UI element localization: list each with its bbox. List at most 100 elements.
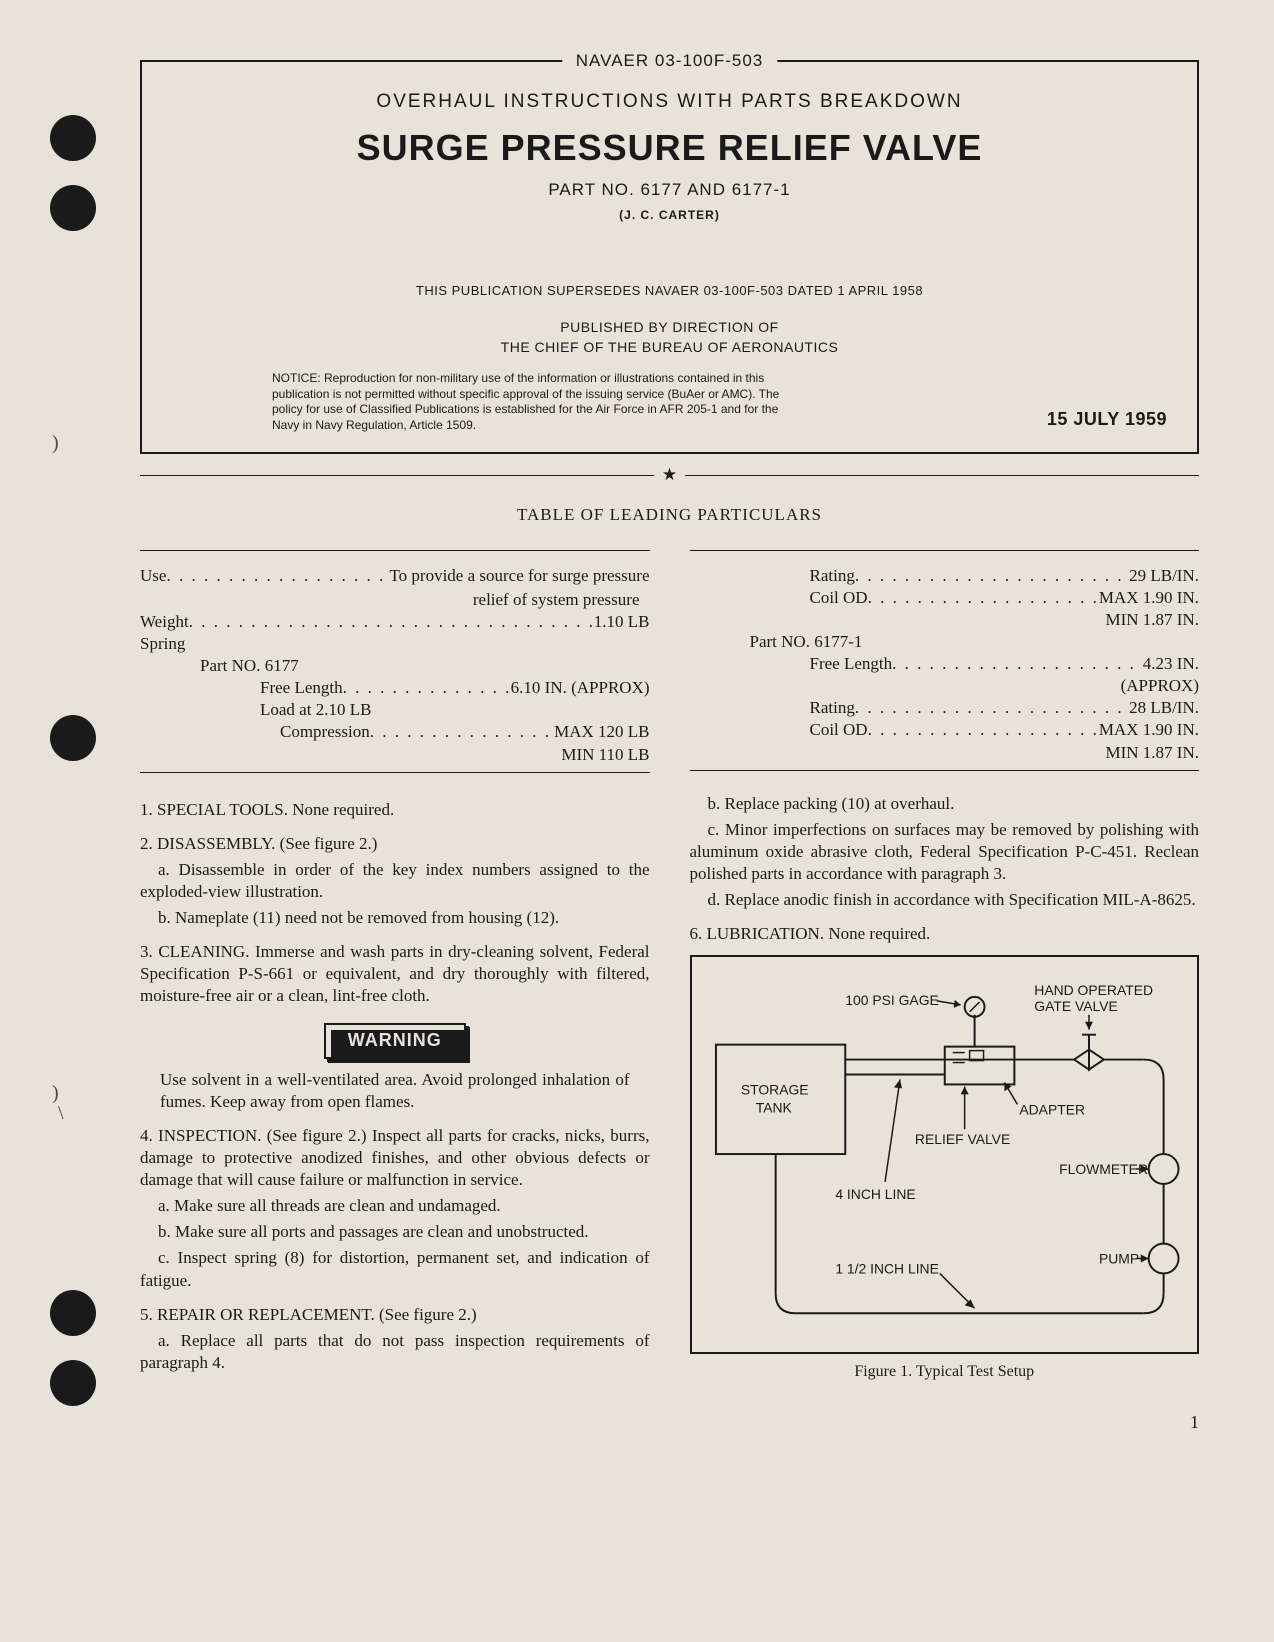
part-6177-label: Part NO. 6177 — [140, 655, 650, 677]
warning-label: WARNING — [324, 1023, 466, 1058]
col-rule — [140, 772, 650, 773]
particulars-table: Use To provide a source for surge pressu… — [140, 544, 1199, 787]
fig-storage-tank-label: STORAGE — [740, 1082, 808, 1098]
leader-dots — [855, 697, 1129, 719]
section-5: 5. REPAIR OR REPLACEMENT. (See figure 2.… — [140, 1304, 650, 1326]
particulars-heading: TABLE OF LEADING PARTICULARS — [140, 504, 1199, 526]
section-5c: c. Minor imperfections on surfaces may b… — [690, 819, 1200, 885]
fig-storage-tank-label2: TANK — [755, 1100, 792, 1116]
weight-value: 1.10 LB — [594, 611, 650, 633]
compression-min: MIN 110 LB — [140, 744, 650, 766]
free-length2-approx: (APPROX) — [690, 675, 1200, 697]
leader-dots — [370, 721, 554, 743]
section-4c: c. Inspect spring (8) for distortion, pe… — [140, 1247, 650, 1291]
fig-relief-valve-label: RELIEF VALVE — [914, 1131, 1009, 1147]
fig-gate-valve-label1: HAND OPERATED — [1034, 982, 1153, 998]
binder-hole — [50, 1290, 96, 1336]
fig-1.5inch-label: 1 1/2 INCH LINE — [835, 1261, 939, 1277]
coil-od-max: MAX 1.90 IN. — [1099, 587, 1199, 609]
publication-date: 15 JULY 1959 — [1047, 408, 1167, 433]
col-rule — [690, 770, 1200, 771]
coil-od-label: Coil OD — [810, 587, 868, 609]
star-divider: ★ — [140, 464, 1199, 486]
section-6: 6. LUBRICATION. None required. — [690, 923, 1200, 945]
use-value-2: relief of system pressure — [140, 589, 650, 611]
leader-dots — [892, 653, 1143, 675]
warning-text: Use solvent in a well-ventilated area. A… — [140, 1069, 650, 1113]
coil2-od-max: MAX 1.90 IN. — [1099, 719, 1199, 741]
fig-gate-valve-label2: GATE VALVE — [1034, 998, 1117, 1014]
fig-adapter-label: ADAPTER — [1019, 1101, 1085, 1117]
free-length-label: Free Length — [260, 677, 343, 699]
section-2: 2. DISASSEMBLY. (See figure 2.) — [140, 833, 650, 855]
binder-hole — [50, 1360, 96, 1406]
supersedes-note: THIS PUBLICATION SUPERSEDES NAVAER 03-10… — [172, 283, 1167, 300]
rating-value: 29 LB/IN. — [1129, 565, 1199, 587]
coil2-od-min: MIN 1.87 IN. — [690, 742, 1200, 764]
page-number: 1 — [140, 1411, 1199, 1434]
title-box: NAVAER 03-100F-503 OVERHAUL INSTRUCTIONS… — [140, 60, 1199, 454]
binder-hole — [50, 185, 96, 231]
binder-hole — [50, 715, 96, 761]
use-label: Use — [140, 565, 166, 587]
leader-dots — [343, 677, 511, 699]
section-1: 1. SPECIAL TOOLS. None required. — [140, 799, 650, 821]
leader-dots — [166, 565, 389, 587]
figure-1-caption: Figure 1. Typical Test Setup — [690, 1362, 1200, 1383]
subtitle: OVERHAUL INSTRUCTIONS WITH PARTS BREAKDO… — [172, 90, 1167, 115]
author: (J. C. CARTER) — [172, 208, 1167, 224]
free-length-value: 6.10 IN. (APPROX) — [511, 677, 650, 699]
rating-label: Rating — [810, 565, 855, 587]
published-by: PUBLISHED BY DIRECTION OF THE CHIEF OF T… — [172, 318, 1167, 357]
published-by-line1: PUBLISHED BY DIRECTION OF — [560, 319, 778, 335]
section-4a: a. Make sure all threads are clean and u… — [140, 1195, 650, 1217]
coil2-od-label: Coil OD — [810, 719, 868, 741]
fig-flowmeter-label: FLOWMETER — [1059, 1161, 1148, 1177]
fig-gage-label: 100 PSI GAGE — [845, 992, 939, 1008]
part-number: PART NO. 6177 AND 6177-1 — [172, 179, 1167, 201]
weight-label: Weight — [140, 611, 189, 633]
use-value: To provide a source for surge pressure — [389, 565, 649, 587]
body-left-col: 1. SPECIAL TOOLS. None required. 2. DISA… — [140, 787, 650, 1383]
body-right-col: b. Replace packing (10) at overhaul. c. … — [690, 787, 1200, 1383]
section-2b: b. Nameplate (11) need not be removed fr… — [140, 907, 650, 929]
particulars-right-col: Rating 29 LB/IN. Coil OD MAX 1.90 IN. MI… — [690, 544, 1200, 787]
compression-label: Compression — [280, 721, 370, 743]
page-mark: \ — [58, 1100, 64, 1126]
load-label: Load at 2.10 LB — [140, 699, 650, 721]
rating2-value: 28 LB/IN. — [1129, 697, 1199, 719]
rating2-label: Rating — [810, 697, 855, 719]
col-rule — [690, 550, 1200, 551]
fig-4inch-label: 4 INCH LINE — [835, 1186, 915, 1202]
free-length2-label: Free Length — [810, 653, 893, 675]
document-number: NAVAER 03-100F-503 — [562, 50, 777, 72]
leader-dots — [868, 719, 1099, 741]
compression-max: MAX 120 LB — [554, 721, 649, 743]
section-5a: a. Replace all parts that do not pass in… — [140, 1330, 650, 1374]
notice-text: NOTICE: Reproduction for non-military us… — [272, 371, 792, 433]
section-4b: b. Make sure all ports and passages are … — [140, 1221, 650, 1243]
main-title: SURGE PRESSURE RELIEF VALVE — [172, 125, 1167, 172]
spring-label: Spring — [140, 633, 650, 655]
section-3: 3. CLEANING. Immerse and wash parts in d… — [140, 941, 650, 1007]
section-2a: a. Disassemble in order of the key index… — [140, 859, 650, 903]
binder-hole — [50, 115, 96, 161]
particulars-left-col: Use To provide a source for surge pressu… — [140, 544, 650, 787]
body-columns: 1. SPECIAL TOOLS. None required. 2. DISA… — [140, 787, 1199, 1383]
published-by-line2: THE CHIEF OF THE BUREAU OF AERONAUTICS — [501, 339, 839, 355]
section-4: 4. INSPECTION. (See figure 2.) Inspect a… — [140, 1125, 650, 1191]
coil-od-min: MIN 1.87 IN. — [690, 609, 1200, 631]
leader-dots — [189, 611, 594, 633]
section-5d: d. Replace anodic finish in accordance w… — [690, 889, 1200, 911]
section-5b: b. Replace packing (10) at overhaul. — [690, 793, 1200, 815]
page-mark: ) — [52, 430, 59, 456]
free-length2-value: 4.23 IN. — [1143, 653, 1199, 675]
leader-dots — [868, 587, 1099, 609]
warning-box-wrap: WARNING — [140, 1011, 650, 1068]
figure-1-diagram: STORAGE TANK 100 PSI GAGE — [706, 975, 1184, 1333]
fig-pump-label: PUMP — [1098, 1251, 1138, 1267]
col-rule — [140, 550, 650, 551]
leader-dots — [855, 565, 1129, 587]
figure-1-box: STORAGE TANK 100 PSI GAGE — [690, 955, 1200, 1354]
part-6177-1-label: Part NO. 6177-1 — [690, 631, 1200, 653]
